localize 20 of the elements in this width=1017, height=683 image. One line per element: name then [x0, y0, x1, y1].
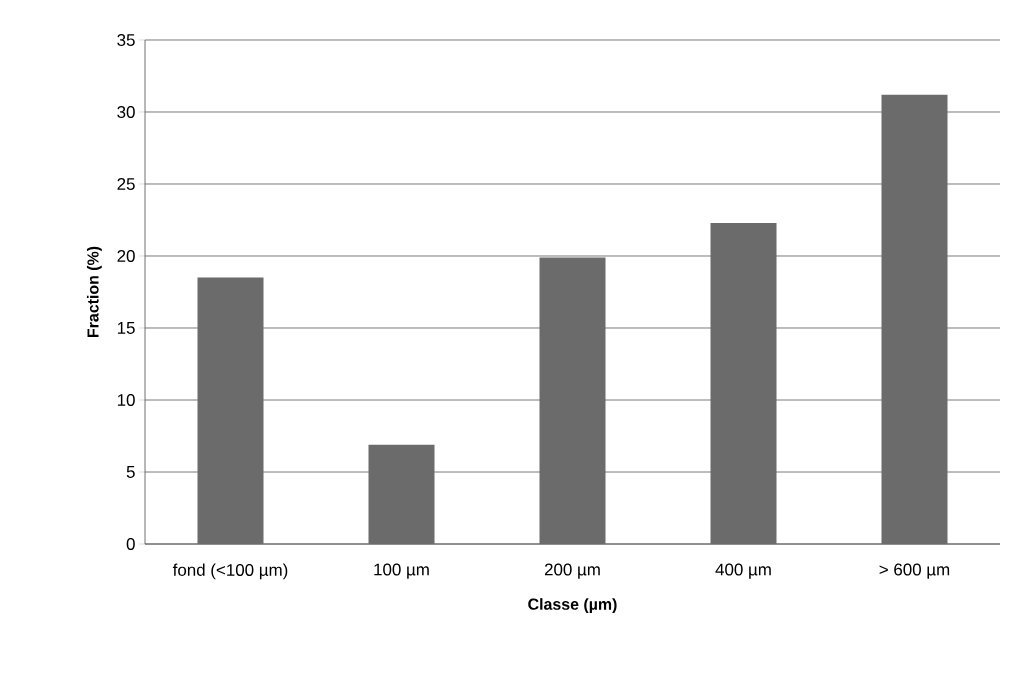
y-tick-label: 5: [126, 466, 135, 478]
bar: [197, 277, 264, 544]
bar: [368, 444, 435, 544]
y-tick-label: 15: [117, 322, 135, 334]
x-tick-label: 200 µm: [544, 563, 600, 579]
y-tick-label: 30: [117, 106, 135, 118]
y-tick-label: 10: [117, 394, 135, 406]
x-axis-title: Classe (µm): [528, 598, 617, 614]
bar: [710, 222, 777, 544]
y-tick-label: 0: [126, 538, 135, 550]
y-axis-title: Fraction (%): [86, 246, 102, 337]
x-tick-label: 400 µm: [715, 563, 771, 579]
x-tick-label: > 600 µm: [879, 563, 950, 579]
y-tick-label: 20: [117, 250, 135, 262]
y-tick-label: 25: [117, 178, 135, 190]
x-tick-label: 100 µm: [374, 563, 429, 579]
bar: [539, 257, 606, 544]
x-tick-label: fond (<100 µm): [172, 563, 288, 580]
bar: [881, 94, 948, 544]
y-tick-label: 35: [117, 34, 135, 46]
